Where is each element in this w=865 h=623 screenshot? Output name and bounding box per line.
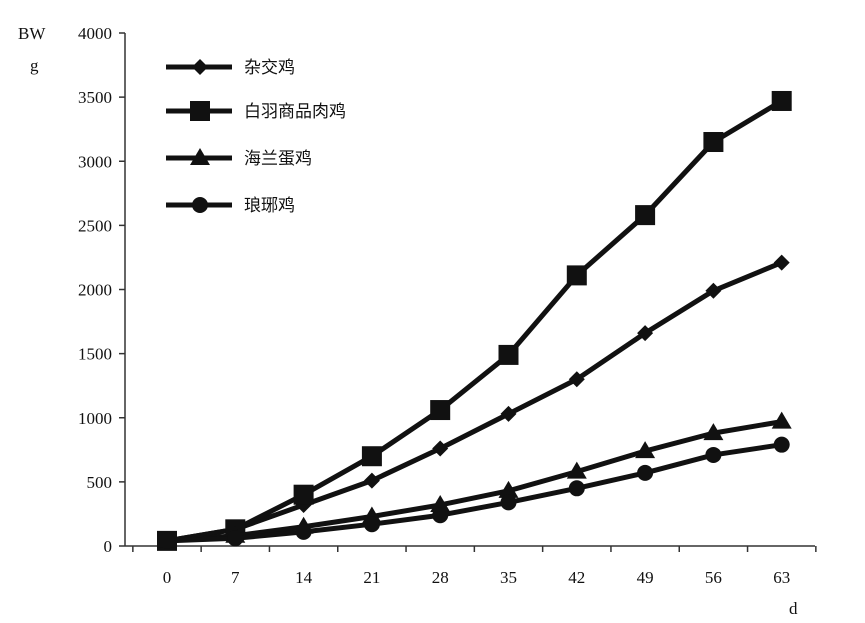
- x-tick-label: 42: [568, 568, 585, 587]
- data-point: [361, 446, 382, 467]
- legend-item: 海兰蛋鸡: [166, 148, 312, 169]
- data-point: [159, 532, 175, 549]
- data-point: [295, 523, 312, 540]
- data-point: [432, 507, 449, 524]
- series-line: [166, 442, 783, 544]
- y-tick-label: 2500: [78, 216, 112, 235]
- y-tick-label: 1000: [78, 409, 112, 428]
- data-point: [637, 464, 654, 481]
- y-ticks: 0 500 1000 1500 2000 2500 3000 3500 4000: [78, 24, 125, 556]
- data-point: [566, 461, 587, 479]
- y-axis-title: BW: [18, 24, 46, 43]
- legend-label: 杂交鸡: [244, 58, 295, 78]
- x-tick-label: 63: [773, 568, 790, 587]
- data-point: [635, 205, 656, 226]
- data-point: [637, 325, 654, 342]
- data-point: [363, 516, 380, 533]
- data-point: [498, 344, 519, 365]
- data-point: [227, 530, 244, 547]
- legend-label: 海兰蛋鸡: [244, 149, 312, 169]
- data-point: [771, 90, 792, 111]
- data-point: [498, 480, 519, 498]
- data-point: [430, 400, 451, 421]
- x-tick-label: 14: [295, 568, 313, 587]
- y-axis-unit: g: [30, 56, 39, 75]
- legend-label: 白羽商品肉鸡: [244, 102, 346, 122]
- series-diamond: [159, 254, 790, 549]
- series-line: [166, 419, 783, 544]
- data-point: [432, 440, 449, 457]
- x-tick-label: 49: [637, 568, 654, 587]
- data-point: [705, 282, 722, 299]
- data-point: [703, 132, 724, 153]
- data-point: [566, 265, 587, 286]
- legend-label: 琅琊鸡: [244, 196, 295, 216]
- x-tick-label: 7: [231, 568, 240, 587]
- data-point: [705, 446, 722, 463]
- data-point: [773, 436, 790, 453]
- x-ticks: 0 7 14 21 28 35 42 49 56 63: [132, 546, 817, 587]
- legend-item: 白羽商品肉鸡: [166, 101, 346, 122]
- x-tick-label: 35: [500, 568, 517, 587]
- y-tick-label: 2000: [78, 281, 112, 300]
- y-tick-label: 0: [104, 537, 113, 556]
- series-line: [166, 98, 783, 544]
- legend-marker: [190, 101, 210, 121]
- y-tick-label: 1500: [78, 345, 112, 364]
- data-point: [771, 411, 792, 429]
- x-tick-label: 56: [705, 568, 722, 587]
- series-layer: [157, 90, 792, 551]
- data-point: [568, 371, 585, 388]
- y-tick-label: 500: [87, 473, 113, 492]
- legend-marker: [190, 148, 210, 165]
- y-tick-label: 4000: [78, 24, 112, 43]
- x-tick-label: 0: [163, 568, 172, 587]
- legend-marker: [192, 197, 208, 213]
- y-tick-label: 3500: [78, 88, 112, 107]
- legend-item: 琅琊鸡: [166, 196, 295, 216]
- data-point: [293, 484, 314, 505]
- y-tick-label: 3000: [78, 152, 112, 171]
- x-axis-title: d: [789, 599, 798, 618]
- x-tick-label: 28: [432, 568, 449, 587]
- legend-marker: [192, 59, 208, 75]
- series-line: [166, 260, 783, 544]
- series-circle: [159, 436, 790, 549]
- data-point: [703, 423, 724, 441]
- legend-item: 杂交鸡: [166, 58, 295, 78]
- data-point: [500, 494, 517, 511]
- data-point: [635, 441, 656, 459]
- data-point: [500, 405, 517, 422]
- data-point: [568, 480, 585, 497]
- data-point: [430, 494, 451, 512]
- x-tick-label: 21: [363, 568, 380, 587]
- data-point: [363, 472, 380, 489]
- data-point: [773, 254, 790, 271]
